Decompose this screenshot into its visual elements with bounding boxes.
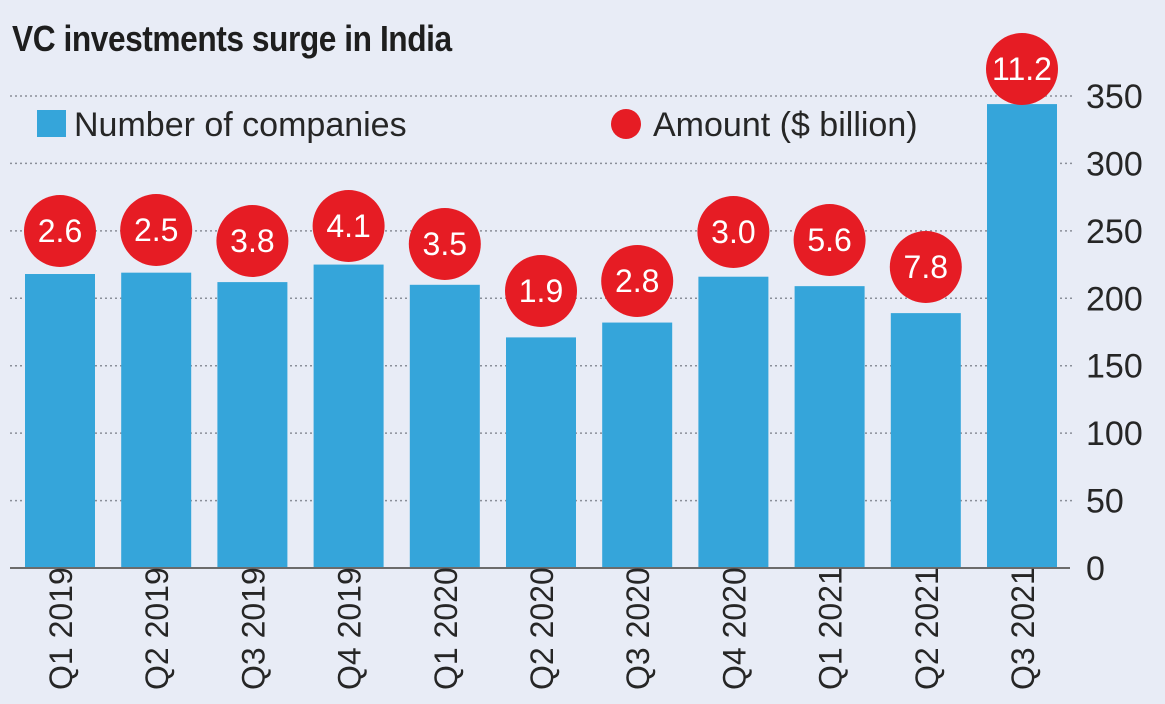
amount-bubble: [793, 204, 866, 276]
x-tick-label: Q4 2019: [332, 567, 368, 690]
x-axis: Q1 2019 Q2 2019 Q3 2019 Q4 2019 Q1 2020 Q2 20…: [43, 567, 1041, 690]
y-tick-label: 100: [1086, 415, 1143, 453]
amount-bubble: [24, 195, 96, 267]
amount-bubble: [601, 245, 674, 317]
bar: [794, 286, 865, 568]
amount-label: 2.5: [134, 212, 178, 248]
amount-bubble: [120, 194, 193, 266]
y-tick-label: 150: [1086, 348, 1143, 386]
x-tick-label: Q2 2019: [139, 567, 175, 690]
bar: [409, 284, 480, 568]
amount-label: 2.8: [615, 263, 659, 299]
amount-bubble: [505, 255, 577, 327]
x-tick-label: Q1 2021: [813, 567, 849, 690]
amount-bubble: [216, 205, 289, 277]
amount-label: 7.8: [904, 249, 948, 285]
bar: [890, 313, 961, 568]
amount-label: 3.0: [711, 214, 755, 250]
legend-label-companies: Number of companies: [74, 106, 407, 144]
amount-label: 3.8: [230, 223, 274, 259]
x-tick-label: Q2 2021: [909, 567, 945, 690]
x-tick-label: Q3 2021: [1005, 567, 1041, 690]
bar: [987, 104, 1057, 568]
amount-bubble: [889, 231, 962, 303]
amount-label: 2.6: [38, 213, 82, 249]
y-tick-label: 50: [1086, 483, 1124, 521]
amount-bubble: [697, 196, 770, 268]
bar: [506, 337, 576, 568]
y-tick-label: 300: [1086, 145, 1143, 183]
bar: [121, 272, 192, 568]
x-tick-label: Q2 2020: [524, 567, 560, 690]
amount-label: 1.9: [519, 273, 563, 309]
bar: [217, 282, 288, 568]
x-tick-label: Q1 2020: [428, 567, 464, 690]
bar: [698, 276, 769, 568]
amount-label: 4.1: [326, 208, 370, 244]
bar: [602, 322, 673, 568]
amount-bubble: [408, 208, 481, 280]
amount-label: 11.2: [992, 51, 1052, 87]
legend-swatch-amount: [611, 109, 641, 139]
y-tick-label: 0: [1086, 550, 1105, 588]
chart-title: VC investments surge in India: [12, 18, 452, 59]
amount-bubbles: 2.6 2.5 3.8 4.1 3.5 1.9 2.8 3.0 5.6 7.8 11.2: [24, 33, 1058, 327]
bar: [313, 264, 384, 568]
amount-bubble: [312, 190, 385, 262]
x-tick-label: Q3 2019: [235, 567, 271, 690]
y-tick-label: 200: [1086, 280, 1143, 318]
y-tick-label: 250: [1086, 213, 1143, 251]
y-axis: 0 50 100 150 200 250 300 350: [1086, 78, 1143, 588]
legend: Number of companies Amount ($ billion): [37, 106, 918, 144]
x-tick-label: Q4 2020: [716, 567, 752, 690]
y-tick-label: 350: [1086, 78, 1143, 116]
x-tick-label: Q1 2019: [43, 567, 79, 690]
bar: [25, 274, 95, 568]
bars: [25, 104, 1057, 568]
legend-swatch-companies: [37, 110, 66, 137]
legend-label-amount: Amount ($ billion): [653, 106, 918, 144]
amount-label: 5.6: [807, 222, 851, 258]
amount-bubble: [986, 33, 1058, 105]
x-tick-label: Q3 2020: [620, 567, 656, 690]
amount-label: 3.5: [423, 226, 467, 262]
